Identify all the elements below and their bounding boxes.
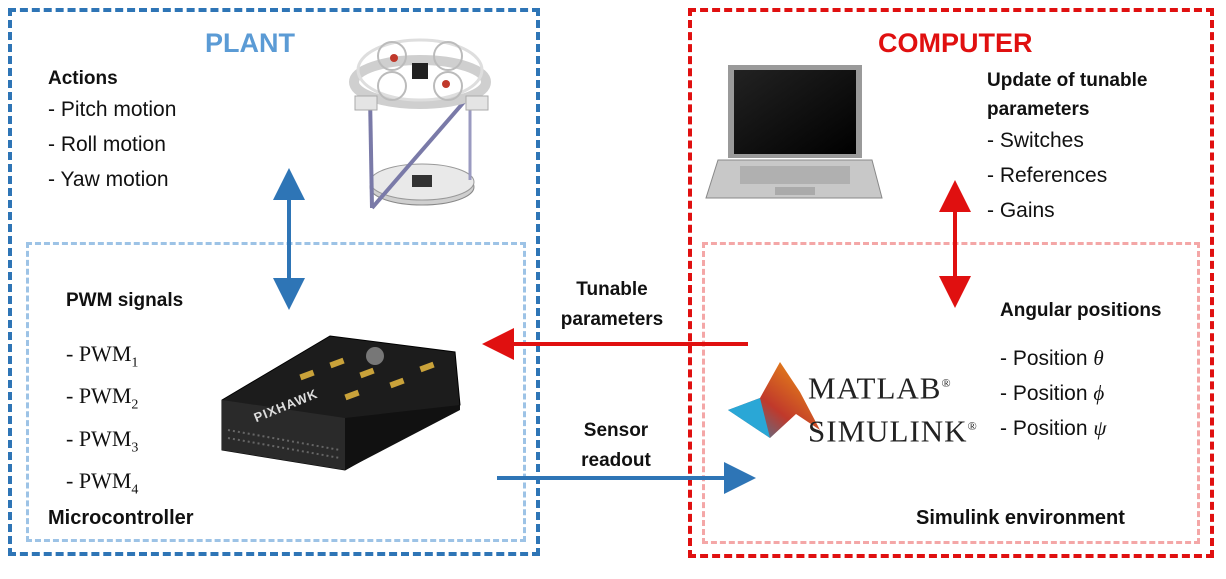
microcontroller-label: Microcontroller — [48, 507, 194, 529]
actions-list: - Pitch motion - Roll motion - Yaw motio… — [48, 92, 176, 197]
position-item: - Position ϕ — [1000, 381, 1105, 405]
angular-positions-heading: Angular positions — [1000, 300, 1162, 321]
update-item: - Switches — [987, 129, 1084, 152]
sensor-readout-label: Sensor readout — [581, 420, 651, 471]
pwm-item: - PWM4 — [66, 468, 139, 498]
pwm-heading: PWM signals — [66, 290, 184, 311]
matlab-logo-icon — [728, 362, 820, 438]
microcontroller-board-image — [221, 335, 461, 471]
update-item: - References — [987, 164, 1108, 187]
action-item: - Yaw motion — [48, 168, 169, 191]
simulink-environment-label: Simulink environment — [916, 507, 1125, 529]
plant-title: PLANT — [205, 28, 295, 58]
update-item: - Gains — [987, 199, 1055, 222]
pwm-item: - PWM1 — [66, 341, 139, 371]
pwm-list: - PWM1 - PWM2 - PWM3 - PWM4 — [66, 337, 138, 507]
position-item: - Position ψ — [1000, 416, 1107, 440]
update-heading: Update of tunable parameters — [987, 70, 1148, 120]
pwm-item: - PWM3 — [66, 425, 139, 456]
updates-list: - Switches - References - Gains — [987, 123, 1107, 228]
tunable-parameters-label: Tunable parameters — [560, 279, 664, 330]
pwm-item: - PWM2 — [66, 383, 139, 413]
position-item: - Position θ — [1000, 346, 1104, 370]
actions-heading: Actions — [48, 68, 118, 89]
action-item: - Pitch motion — [48, 98, 177, 121]
computer-title: COMPUTER — [878, 28, 1033, 58]
plant-outer-box — [8, 8, 540, 556]
action-item: - Roll motion — [48, 133, 166, 156]
laptop-image — [705, 65, 883, 199]
positions-list: - Position θ - Position ϕ - Position ψ — [1000, 341, 1106, 446]
matlab-simulink-logo-text: MATLAB® SIMULINK® — [808, 370, 978, 449]
quadrotor-rig-image — [349, 38, 491, 210]
computer-outer-box — [688, 8, 1214, 558]
